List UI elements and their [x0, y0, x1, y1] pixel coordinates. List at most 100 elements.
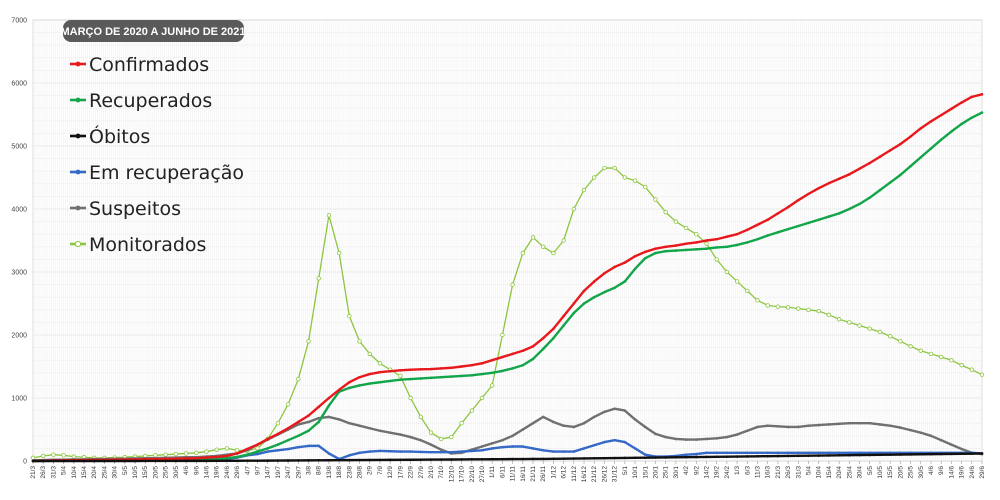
data-point: [297, 445, 300, 449]
data-point: [776, 451, 780, 455]
data-point: [368, 458, 372, 462]
data-point: [715, 451, 718, 455]
data-point: [571, 206, 577, 212]
x-tick-label: 8/8: [316, 466, 323, 475]
data-point: [704, 241, 709, 246]
data-point: [205, 456, 208, 459]
data-point: [592, 415, 596, 419]
x-tick-label: 24/7: [285, 466, 292, 479]
data-point: [490, 457, 494, 461]
data-point: [337, 458, 341, 462]
data-point: [234, 448, 240, 453]
legend-swatch-marker: [74, 240, 82, 248]
data-point: [632, 178, 638, 183]
data-point: [938, 354, 944, 360]
period-badge: MARÇO DE 2020 A JUNHO DE 2021: [60, 20, 246, 42]
data-point: [613, 456, 616, 460]
data-point: [409, 458, 412, 462]
data-point: [715, 455, 718, 459]
data-point: [501, 457, 504, 461]
data-point: [746, 451, 749, 455]
data-point: [296, 376, 301, 382]
x-tick-label: 20/1: [652, 466, 659, 479]
data-point: [479, 395, 485, 401]
data-point: [541, 347, 545, 351]
data-point: [572, 311, 576, 315]
data-point: [592, 443, 596, 447]
data-point: [694, 438, 698, 441]
data-point: [490, 442, 494, 445]
data-point: [562, 324, 565, 327]
data-point: [133, 459, 137, 463]
data-point: [960, 447, 963, 451]
data-point: [705, 451, 708, 455]
data-point: [735, 232, 739, 236]
data-point: [867, 326, 872, 331]
data-point: [429, 376, 433, 380]
data-point: [378, 370, 382, 374]
data-point: [358, 384, 361, 387]
data-point: [887, 334, 893, 339]
data-point: [317, 459, 321, 462]
data-point: [766, 424, 770, 428]
x-tick-label: 6/11: [499, 466, 506, 479]
data-point: [286, 447, 290, 451]
data-point: [775, 304, 781, 309]
data-point: [950, 443, 953, 446]
data-point: [531, 421, 535, 425]
x-tick-label: 5/4: [806, 466, 813, 475]
data-point: [521, 445, 525, 448]
legend-item: Monitorados: [70, 234, 206, 256]
x-tick-label: 25/5: [908, 466, 915, 479]
x-tick-label: 29/7: [295, 466, 302, 479]
data-point: [348, 386, 351, 390]
data-point: [960, 122, 963, 126]
x-tick-label: 16/12: [581, 466, 588, 483]
data-point: [848, 173, 851, 176]
data-point: [746, 241, 749, 244]
chart-series: [30, 93, 985, 463]
data-point: [480, 372, 484, 376]
data-point: [439, 450, 443, 454]
data-point: [877, 329, 883, 335]
data-point: [613, 438, 616, 442]
data-point: [939, 113, 943, 117]
data-point: [256, 452, 259, 456]
data-point: [786, 227, 790, 231]
data-point: [756, 451, 759, 455]
data-point: [848, 421, 851, 425]
y-axis: 0 1000 2000 3000 4000 5000 6000 7000: [11, 18, 27, 466]
x-tick-label: 4/2: [683, 466, 690, 475]
data-point: [511, 457, 514, 461]
data-point: [796, 306, 801, 311]
legend-label: Confirmados: [89, 54, 209, 76]
data-point: [388, 431, 392, 434]
x-tick-label: 19/6: [214, 466, 221, 479]
data-point: [531, 457, 535, 461]
data-point: [469, 408, 474, 413]
data-point: [460, 374, 463, 378]
x-tick-label: 1/3: [734, 466, 741, 475]
x-tick-label: 6/12: [561, 466, 568, 479]
data-point: [827, 181, 831, 185]
data-point: [970, 116, 974, 119]
legend-label: Monitorados: [89, 234, 206, 256]
data-point: [419, 458, 423, 461]
data-point: [705, 455, 708, 459]
x-tick-label: 16/11: [520, 466, 527, 482]
data-point: [603, 456, 606, 460]
data-point: [460, 365, 463, 368]
legend-item: Suspeitos: [70, 198, 181, 220]
data-point: [224, 446, 230, 451]
data-point: [449, 434, 454, 440]
data-point: [367, 351, 372, 357]
data-point: [735, 243, 739, 247]
data-point: [868, 161, 872, 165]
x-tick-label: 20/4: [836, 466, 843, 479]
data-point: [918, 348, 923, 353]
data-point: [286, 426, 290, 430]
data-point: [797, 425, 800, 429]
x-tick-label: 23/8: [346, 466, 353, 479]
data-point: [694, 455, 698, 459]
data-point: [919, 156, 923, 159]
